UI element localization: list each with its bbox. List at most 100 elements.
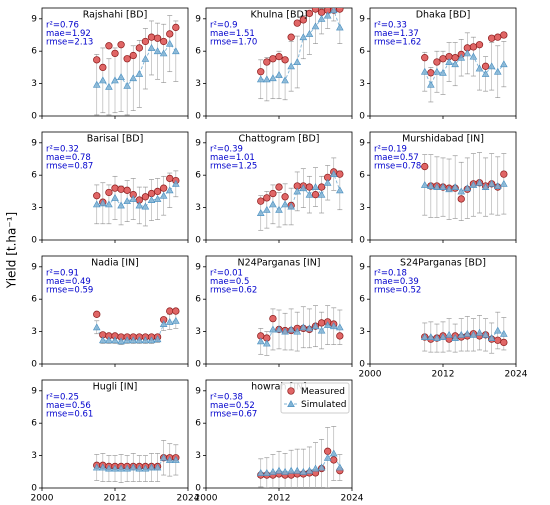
simulated-point — [329, 449, 338, 457]
measured-point — [293, 19, 301, 27]
simulated-point — [487, 62, 496, 70]
simulated-point — [420, 333, 429, 340]
simulated-point — [336, 23, 344, 31]
simulated-point — [263, 339, 271, 347]
annotation: mae=1.01 — [210, 153, 255, 163]
measured-point — [166, 174, 174, 183]
y-tick-label: 3 — [31, 451, 37, 461]
simulated-point — [153, 463, 162, 471]
measured-point — [421, 54, 429, 62]
simulated-point — [263, 75, 271, 83]
simulated-point — [487, 179, 496, 187]
simulated-point — [445, 58, 453, 65]
simulated-point — [493, 326, 502, 334]
annotation: rmse=1.62 — [374, 38, 421, 48]
annotation: r²=0.39 — [210, 145, 243, 155]
annotation: mae=0.39 — [374, 277, 419, 287]
simulated-point — [481, 183, 490, 191]
measured-point — [287, 33, 295, 41]
simulated-point — [457, 53, 466, 61]
annotation: r²=0.38 — [210, 393, 243, 403]
legend-label: Measured — [301, 387, 345, 397]
measured-point — [500, 31, 508, 39]
measured-point — [153, 34, 162, 42]
panel-title: howrah [IN] — [251, 382, 307, 393]
simulated-point — [92, 200, 101, 208]
measured-point — [281, 193, 289, 201]
simulated-point — [500, 179, 508, 187]
simulated-point — [256, 468, 265, 476]
measured-point — [427, 69, 435, 77]
simulated-point — [329, 170, 338, 178]
panel-title: Dhaka [BD] — [416, 10, 471, 21]
measured-point — [433, 58, 441, 66]
measured-point — [336, 332, 344, 340]
plot-marks — [420, 311, 508, 354]
measured-point — [141, 37, 150, 46]
annotation: rmse=0.87 — [46, 162, 93, 172]
y-tick-label: 0 — [359, 236, 365, 246]
simulated-point — [457, 330, 466, 338]
simulated-point — [147, 336, 156, 344]
simulated-point — [256, 337, 265, 345]
y-tick-label: 0 — [195, 236, 201, 246]
measured-point — [494, 33, 502, 41]
simulated-point — [311, 464, 320, 472]
simulated-point — [463, 49, 472, 57]
panel-title: S24Parganas [BD] — [400, 258, 486, 269]
measured-point — [475, 41, 484, 49]
measured-point — [147, 33, 156, 41]
simulated-point — [141, 202, 150, 210]
annotation: mae=0.56 — [46, 401, 91, 411]
annotation: mae=0.52 — [210, 401, 255, 411]
simulated-point — [111, 336, 119, 344]
y-tick-label: 3 — [195, 327, 201, 337]
simulated-point — [105, 200, 113, 208]
simulated-point — [487, 334, 496, 342]
plot-marks — [256, 426, 344, 488]
measured-point — [147, 189, 156, 198]
measured-point — [311, 190, 320, 199]
panel-title: Murshidabad [IN] — [402, 134, 484, 145]
simulated-point — [493, 182, 502, 189]
simulated-point — [323, 321, 332, 329]
simulated-point — [439, 68, 447, 76]
y-tick-label: 6 — [31, 295, 37, 305]
simulated-point — [172, 316, 180, 324]
measured-point — [153, 187, 162, 196]
simulated-point — [269, 467, 277, 475]
y-tick-label: 0 — [195, 360, 201, 370]
annotation: mae=1.51 — [210, 29, 255, 39]
simulated-point — [159, 320, 168, 327]
measured-point — [324, 447, 332, 455]
simulated-point — [293, 327, 302, 335]
measured-point — [439, 55, 447, 63]
annotation: r²=0.76 — [46, 21, 79, 31]
simulated-point — [275, 205, 283, 213]
measured-point — [172, 23, 180, 32]
measured-point — [305, 9, 314, 18]
x-tick-label: 2012 — [104, 494, 127, 504]
simulated-point — [159, 191, 168, 199]
simulated-point — [105, 336, 113, 344]
annotation: mae=0.49 — [46, 277, 91, 287]
measured-point — [160, 37, 168, 46]
annotation: r²=0.9 — [210, 21, 238, 31]
measured-point — [269, 314, 277, 323]
measured-point — [111, 184, 119, 192]
measured-point — [469, 43, 478, 51]
simulated-point — [305, 466, 314, 474]
y-tick-label: 0 — [195, 112, 201, 122]
simulated-point — [427, 80, 435, 88]
simulated-point — [469, 52, 478, 60]
measured-point — [488, 34, 496, 42]
simulated-point — [111, 193, 119, 201]
annotation: rmse=0.61 — [46, 410, 93, 420]
panel-title: Hugli [IN] — [93, 382, 138, 393]
annotation: rmse=1.25 — [210, 162, 257, 172]
plot-marks — [92, 307, 180, 345]
simulated-point — [439, 183, 447, 191]
y-tick-label: 6 — [31, 419, 37, 429]
measured-point — [317, 319, 326, 327]
annotation: r²=0.01 — [210, 269, 243, 279]
